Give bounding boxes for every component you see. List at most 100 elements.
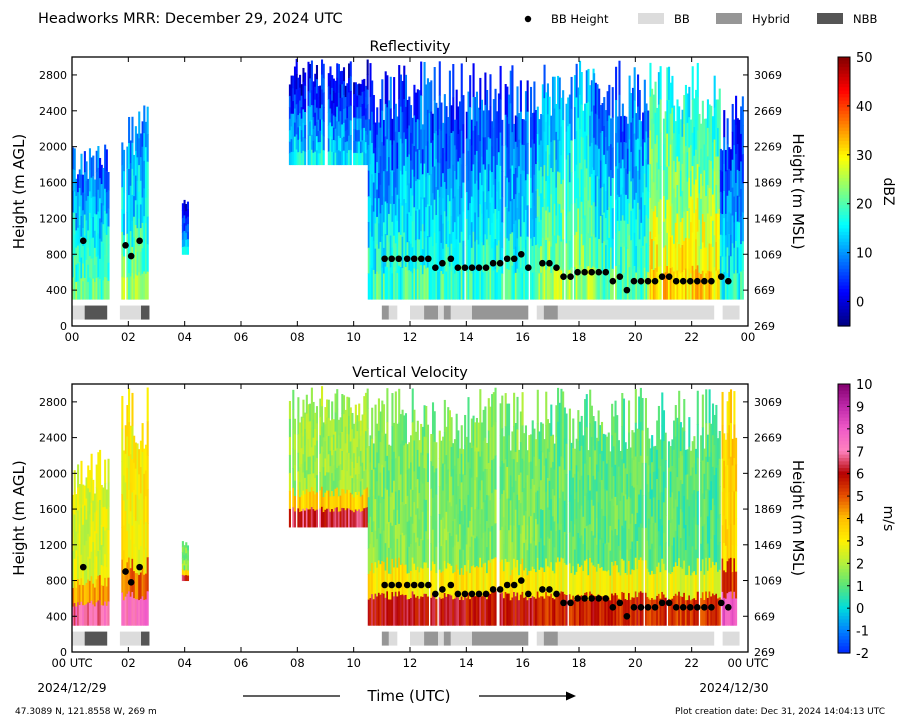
x-tick-label: 00 UTC xyxy=(51,656,92,670)
bb-height-point xyxy=(381,581,388,589)
colorbar-tick-label: 2 xyxy=(856,557,864,572)
bb-height-point xyxy=(574,268,581,276)
bb-height-point xyxy=(637,277,645,285)
bb-height-point xyxy=(510,255,518,263)
heatmap-column xyxy=(593,60,650,300)
bb-height-point xyxy=(525,264,532,272)
colorbar-tick-label: 4 xyxy=(856,513,864,528)
legend-item-bb_height: BB Height xyxy=(524,12,609,26)
heatmap-column xyxy=(367,387,538,626)
heatmap-column xyxy=(72,449,110,626)
bb-height-point xyxy=(388,255,395,263)
heatmap-column xyxy=(536,387,651,626)
bb-height-point xyxy=(602,268,610,276)
bb-height-point xyxy=(644,277,652,285)
y-tick-label: 2400 xyxy=(39,432,67,445)
bb-class-segment xyxy=(141,305,150,320)
heatmap xyxy=(72,58,744,300)
heatmap-column xyxy=(121,387,149,626)
bb-height-point xyxy=(694,604,701,611)
bb-height-point xyxy=(410,255,418,263)
x-tick-label: 20 xyxy=(628,656,643,670)
bb-height-point xyxy=(410,581,418,589)
panel-reflectivity: Reflectivity0400800120016002000240028002… xyxy=(10,39,896,344)
heatmap-column xyxy=(288,386,369,528)
bb-height-point xyxy=(475,264,483,272)
bb-height-point xyxy=(616,599,624,607)
x-tick-label: 12 xyxy=(403,656,418,670)
colorbar-tick-label: 3 xyxy=(856,535,864,550)
x-tick-label: 00 xyxy=(65,330,80,344)
y2-axis-label: Height (m MSL) xyxy=(789,133,807,249)
legend-label: BB xyxy=(674,12,690,26)
y-tick-label: 400 xyxy=(46,610,67,623)
bb-height-point xyxy=(672,277,680,285)
bb-height-point xyxy=(136,563,143,571)
bb-class-segment xyxy=(388,631,398,646)
bb-height-point xyxy=(658,273,666,280)
bb-height-point xyxy=(644,604,652,611)
y-tick-label: 1200 xyxy=(39,539,67,552)
bb-height-point xyxy=(724,277,732,285)
y2-tick-label: 669 xyxy=(754,284,775,297)
y-tick-label: 0 xyxy=(60,320,67,333)
x-tick-label: 06 xyxy=(234,656,249,670)
colorbar-tick-label: 0 xyxy=(856,602,864,617)
bb-height-point xyxy=(517,577,525,584)
x-tick-label: 20 xyxy=(628,330,643,344)
bb-height-point xyxy=(454,264,462,272)
bb-height-point xyxy=(461,590,469,598)
bb-class-bar xyxy=(72,305,740,320)
bb-height-point xyxy=(567,599,574,607)
y2-tick-label: 1869 xyxy=(754,503,782,516)
y2-tick-label: 3069 xyxy=(754,69,782,82)
bb-height-point xyxy=(588,595,595,602)
bb-height-point xyxy=(609,604,617,611)
panel-title: Reflectivity xyxy=(370,39,451,55)
bb-height-point xyxy=(651,604,659,611)
legend-label: Hybrid xyxy=(752,12,790,26)
bb-class-segment xyxy=(557,631,715,646)
bb-class-segment xyxy=(536,631,544,646)
x-tick-label: 10 xyxy=(346,656,361,670)
x-tick-label: 18 xyxy=(572,330,587,344)
bb-height-point xyxy=(496,259,504,267)
y-axis-right: 269 669 1069 1469 1869 2269 2669 3069 xyxy=(743,396,782,659)
footer-end-date: 2024/12/30 xyxy=(699,681,768,695)
bb-height-point xyxy=(127,252,135,260)
bb-class-segment xyxy=(119,631,142,646)
bb-class-segment xyxy=(84,305,108,320)
heatmap-column xyxy=(121,105,149,300)
legend-label: NBB xyxy=(853,12,877,26)
bb-class-segment xyxy=(536,305,544,320)
y-tick-label: 1200 xyxy=(39,212,67,225)
colorbar-tick-label: 8 xyxy=(856,423,864,438)
heatmap-column xyxy=(367,61,538,300)
legend-dot-icon xyxy=(524,15,532,23)
bb-height-point xyxy=(482,264,490,272)
bb-height-point xyxy=(496,586,504,593)
heatmap-column xyxy=(72,144,110,300)
bb-height-point xyxy=(425,581,432,589)
bb-height-point xyxy=(425,255,432,263)
y2-tick-label: 1469 xyxy=(754,212,782,225)
bb-height-point xyxy=(539,259,546,267)
y-tick-label: 2800 xyxy=(39,396,67,409)
bb-class-segment xyxy=(381,631,389,646)
y-tick-label: 0 xyxy=(60,646,67,659)
bb-height-point xyxy=(701,277,708,285)
bb-height-point xyxy=(503,255,511,263)
y-tick-label: 1600 xyxy=(39,503,67,516)
x-tick-label: 02 xyxy=(121,656,136,670)
x-tick-label: 00 xyxy=(741,330,756,344)
heatmap-column xyxy=(288,58,369,166)
bb-height-point xyxy=(609,277,617,285)
bb-class-bar xyxy=(72,631,740,646)
bb-height-point xyxy=(679,277,687,285)
bb-height-point xyxy=(679,604,687,611)
bb-height-point xyxy=(503,581,511,589)
bb-height-point xyxy=(560,273,567,280)
bb-height-point xyxy=(717,599,725,607)
bb-class-segment xyxy=(388,305,398,320)
